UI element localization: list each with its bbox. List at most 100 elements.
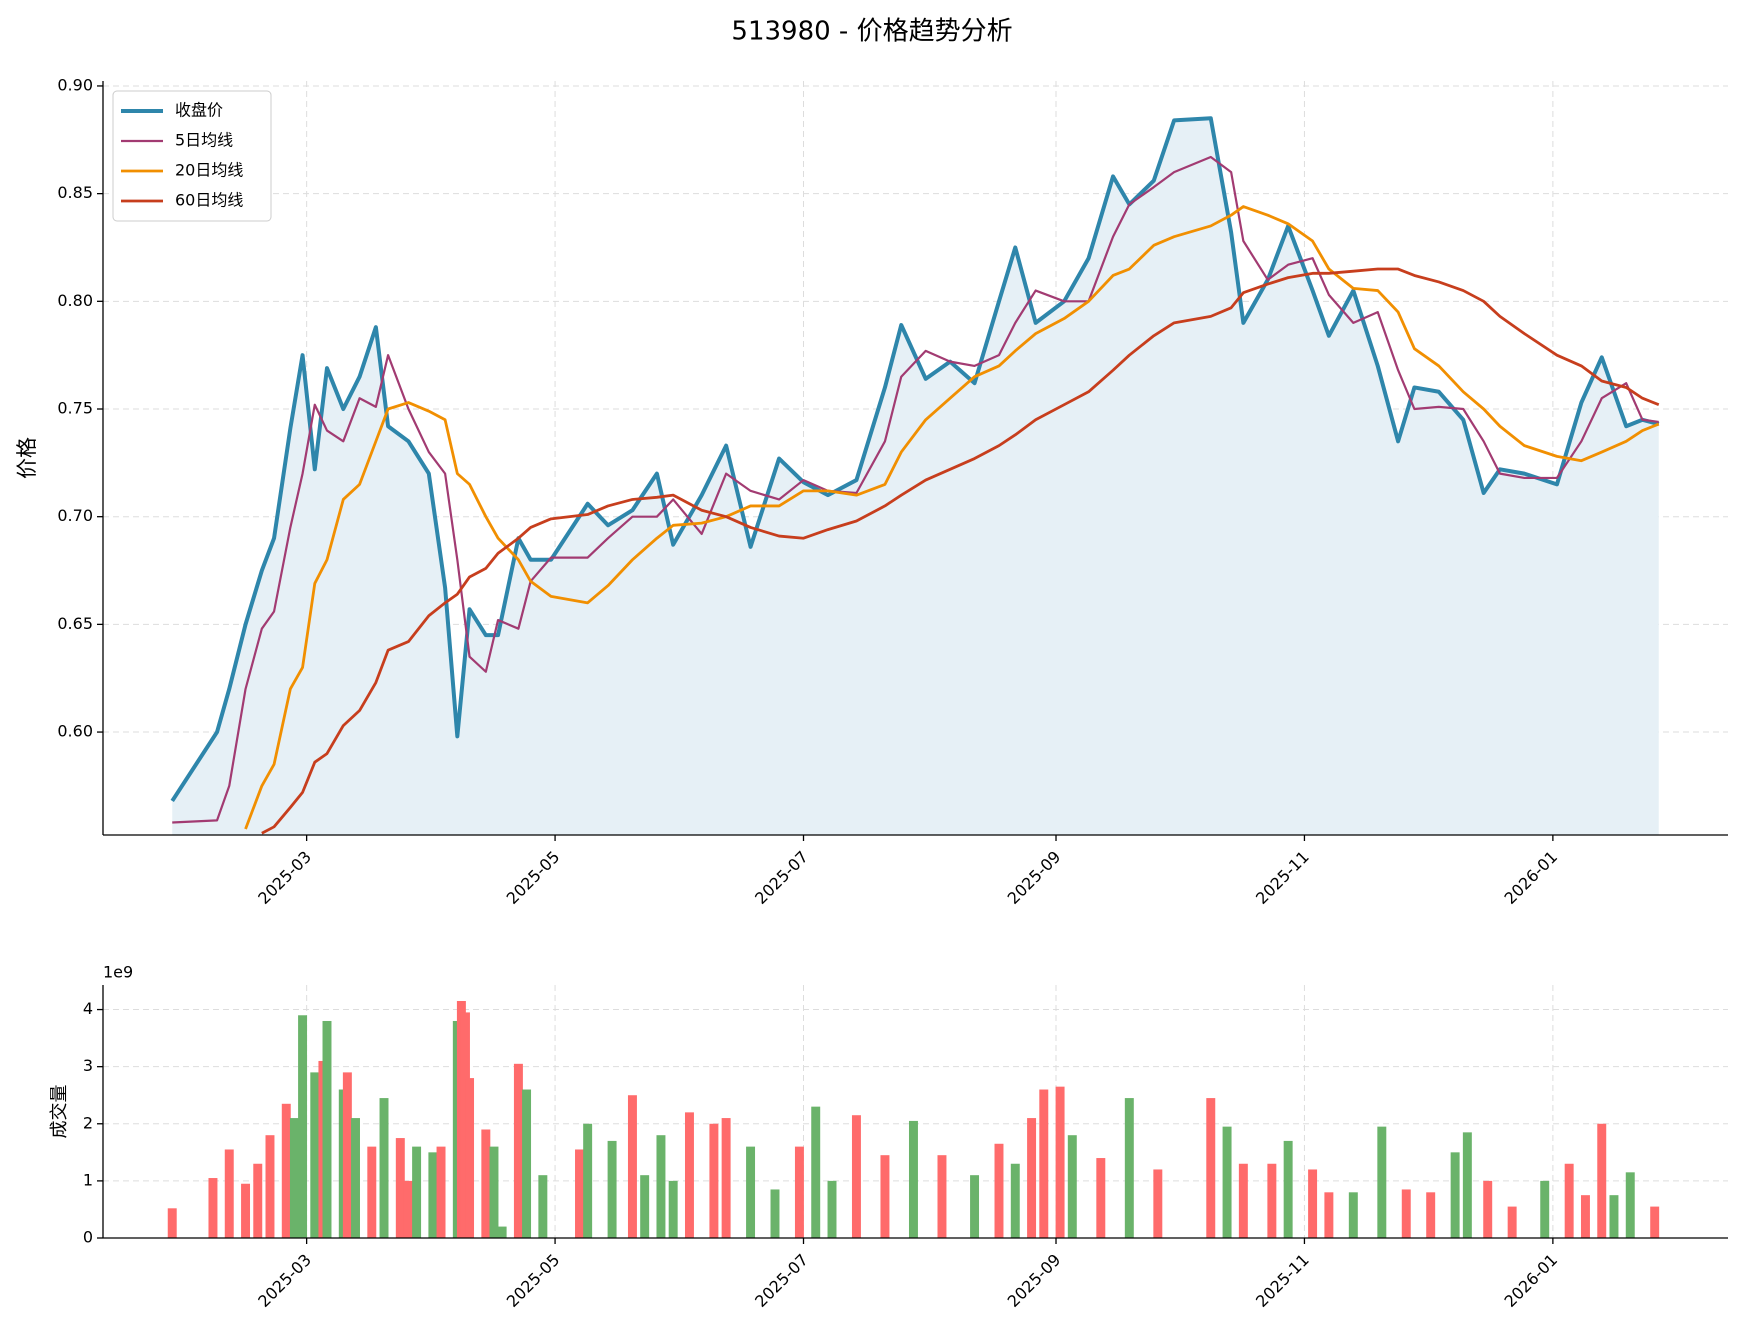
- volume-bar: [1483, 1180, 1493, 1238]
- y-tick-label: 0.90: [57, 75, 93, 94]
- volume-bar: [342, 1072, 352, 1238]
- volume-bar: [1039, 1089, 1049, 1238]
- volume-bar: [640, 1175, 650, 1238]
- y-tick-label: 0.70: [57, 506, 93, 525]
- volume-bar: [1650, 1206, 1660, 1238]
- volume-bar: [538, 1175, 548, 1238]
- volume-bar: [298, 1015, 308, 1238]
- x-tick-label: 2025-09: [1004, 1250, 1065, 1311]
- volume-bar: [367, 1146, 377, 1238]
- volume-bar: [1348, 1192, 1358, 1238]
- volume-bar: [1450, 1152, 1460, 1238]
- volume-bar: [1308, 1169, 1318, 1238]
- volume-bar: [794, 1146, 804, 1238]
- chart-title: 513980 - 价格趋势分析: [731, 17, 1012, 47]
- volume-bar: [668, 1180, 678, 1238]
- volume-bar: [709, 1123, 719, 1238]
- volume-bar: [1462, 1132, 1472, 1238]
- volume-bar: [607, 1140, 617, 1238]
- volume-bar: [265, 1135, 275, 1238]
- y-tick-label: 0.65: [57, 614, 93, 633]
- x-tick-label: 2025-05: [503, 1250, 564, 1311]
- volume-bar: [241, 1183, 251, 1238]
- price-area: [172, 118, 1659, 836]
- volume-bar: [827, 1180, 837, 1238]
- x-tick-label: 2025-03: [254, 847, 315, 908]
- volume-bar: [224, 1149, 234, 1238]
- volume-bar: [351, 1118, 360, 1238]
- y-tick-label: 0.80: [57, 291, 93, 310]
- legend-label: 20日均线: [175, 161, 243, 180]
- volume-bar: [403, 1180, 413, 1238]
- volume-bar: [208, 1178, 218, 1238]
- volume-bar: [489, 1146, 499, 1238]
- volume-bar: [428, 1152, 438, 1238]
- legend-label: 5日均线: [175, 131, 233, 150]
- x-tick-label: 2025-05: [503, 847, 564, 908]
- volume-bar: [481, 1129, 491, 1238]
- volume-bar: [970, 1175, 980, 1238]
- volume-bar: [395, 1138, 405, 1238]
- volume-bar: [289, 1118, 299, 1238]
- volume-bar: [1580, 1195, 1590, 1238]
- volume-bar: [322, 1020, 332, 1238]
- volume-bar: [497, 1226, 507, 1238]
- volume-bar: [1067, 1135, 1077, 1238]
- volume-bar: [1206, 1098, 1216, 1238]
- y-tick-label: 0.60: [57, 722, 93, 741]
- volume-bar: [1055, 1086, 1065, 1238]
- volume-bar: [412, 1146, 422, 1238]
- volume-bar: [1625, 1172, 1635, 1238]
- volume-bar: [721, 1118, 731, 1238]
- x-tick-label: 2025-03: [254, 1250, 315, 1311]
- series-line: [172, 155, 1659, 824]
- volume-bar: [656, 1135, 666, 1238]
- volume-bar: [1267, 1163, 1277, 1238]
- volume-bar: [1324, 1192, 1334, 1238]
- volume-bar: [851, 1115, 861, 1238]
- y-tick-label: 1: [83, 1170, 93, 1189]
- y-tick-label: 0.75: [57, 399, 93, 418]
- volume-bar: [627, 1095, 637, 1238]
- series-line: [244, 205, 1660, 830]
- volume-bar: [1507, 1206, 1517, 1238]
- volume-bar: [281, 1103, 291, 1238]
- volume-bar: [1564, 1163, 1574, 1238]
- y-tick-label: 0.85: [57, 183, 93, 202]
- volume-bar: [379, 1098, 389, 1238]
- volume-bar: [937, 1155, 947, 1238]
- volume-bar: [522, 1089, 532, 1238]
- x-tick-label: 2025-07: [751, 847, 812, 908]
- volume-bar: [1540, 1180, 1550, 1238]
- volume-bar: [1597, 1123, 1607, 1238]
- volume-bar: [583, 1123, 593, 1238]
- x-tick-label: 2025-11: [1252, 1250, 1313, 1311]
- volume-bar: [1377, 1126, 1387, 1238]
- volume-bar: [880, 1155, 890, 1238]
- volume-bar: [811, 1106, 821, 1238]
- volume-bar: [310, 1072, 320, 1238]
- volume-bar: [1401, 1189, 1411, 1238]
- y-axis-label: 价格: [15, 437, 39, 479]
- volume-bar: [575, 1149, 584, 1238]
- volume-bar: [1426, 1192, 1436, 1238]
- volume-bar: [1153, 1169, 1163, 1238]
- volume-bar: [1283, 1140, 1293, 1238]
- volume-bar: [465, 1078, 475, 1238]
- volume-bar: [1609, 1195, 1619, 1238]
- y-tick-label: 0: [83, 1228, 93, 1247]
- y-tick-label: 4: [83, 999, 93, 1018]
- volume-bar: [746, 1146, 756, 1238]
- series-line: [170, 116, 1660, 803]
- y-tick-label: 2: [83, 1113, 93, 1132]
- y-tick-label: 3: [83, 1056, 93, 1075]
- volume-bar: [1010, 1163, 1020, 1238]
- x-tick-label: 2025-11: [1252, 847, 1313, 908]
- x-tick-label: 2026-01: [1501, 1250, 1562, 1311]
- series-line: [261, 267, 1660, 835]
- volume-bar: [513, 1063, 523, 1238]
- volume-bar: [994, 1143, 1004, 1238]
- volume-bar: [908, 1120, 918, 1238]
- volume-bar: [253, 1163, 263, 1238]
